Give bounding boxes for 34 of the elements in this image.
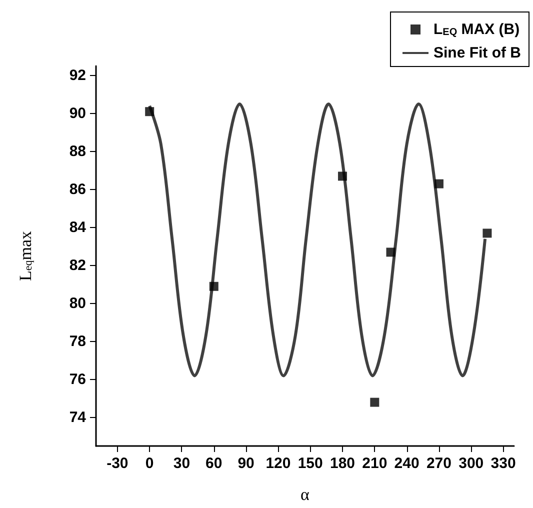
- y-tick-label: 88: [69, 143, 86, 160]
- y-tick-label: 86: [69, 181, 86, 198]
- legend-label: Sine Fit of B: [434, 44, 522, 62]
- x-tick-label: -30: [106, 455, 128, 472]
- x-tick-label: 120: [266, 455, 291, 472]
- y-tick-label: 84: [69, 219, 87, 236]
- y-tick-label: 82: [69, 257, 86, 274]
- legend-label: LEQ MAX (B): [434, 21, 520, 38]
- x-tick-label: 180: [330, 455, 356, 472]
- point: [370, 398, 380, 407]
- x-tick-label: 270: [426, 455, 452, 472]
- point: [434, 179, 444, 188]
- x-axis-title: α: [300, 485, 310, 504]
- y-tick-label: 76: [69, 371, 86, 388]
- y-tick-label: 90: [69, 105, 86, 122]
- y-tick-label: 92: [69, 67, 86, 84]
- x-tick-label: 30: [173, 455, 190, 472]
- y-tick-label: 80: [69, 295, 86, 312]
- x-tick-label: 300: [458, 455, 484, 472]
- point: [482, 228, 492, 238]
- x-tick-label: 210: [362, 455, 388, 472]
- x-tick-label: 330: [490, 455, 516, 472]
- x-tick-label: 240: [394, 455, 420, 472]
- y-axis-title: Leqmax: [16, 230, 35, 282]
- x-tick-label: 150: [298, 455, 323, 472]
- point: [338, 172, 348, 181]
- x-tick-label: 60: [206, 455, 222, 472]
- y-tick-label: 78: [69, 333, 86, 350]
- x-tick-label: 0: [145, 455, 154, 472]
- point: [145, 107, 154, 116]
- point: [386, 248, 396, 257]
- x-tick-label: 90: [238, 455, 254, 472]
- y-tick-label: 74: [69, 409, 87, 426]
- point: [209, 282, 218, 291]
